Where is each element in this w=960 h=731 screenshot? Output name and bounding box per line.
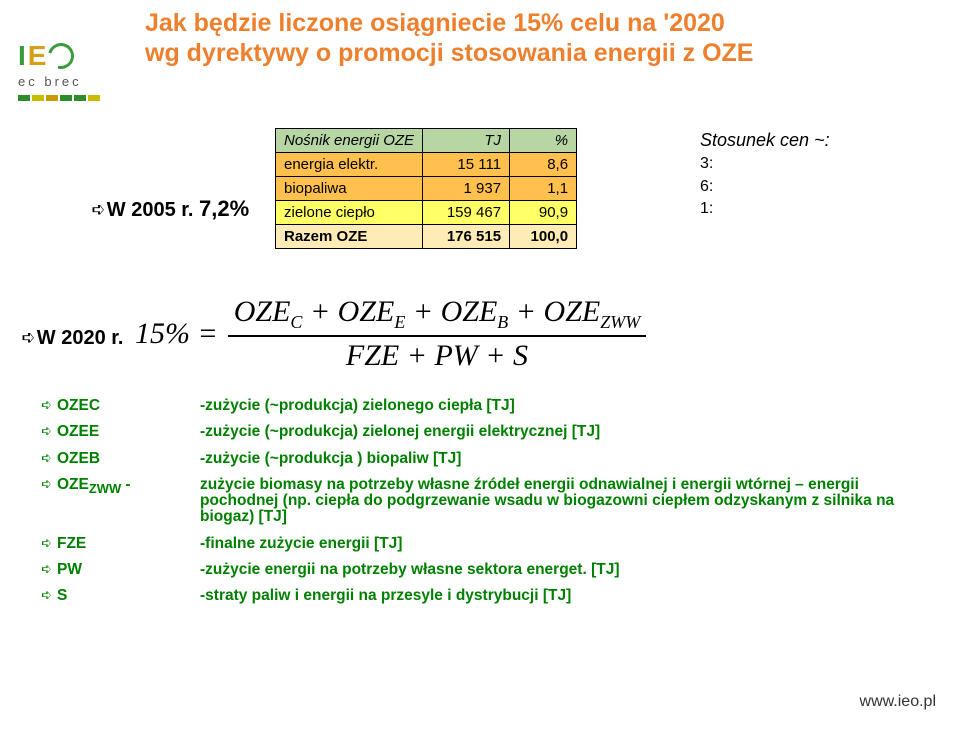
footer-url: www.ieo.pl — [860, 693, 936, 711]
formula-denominator: FZE + PW + S — [228, 337, 646, 373]
definition-value: -zużycie (~produkcja ) biopaliw [TJ] — [200, 451, 461, 467]
table-cell-label: Razem OZE — [276, 225, 423, 249]
definition-value: -zużycie energii na potrzeby własne sekt… — [200, 562, 619, 578]
definition-label: OZEZWW - — [40, 477, 200, 496]
logo-subtext: ec brec — [18, 74, 138, 89]
table-cell-v1: 1 937 — [423, 177, 510, 201]
table-cell-label: zielone ciepło — [276, 201, 423, 225]
logo-color-bar — [18, 95, 138, 101]
ratio-3: 1: — [700, 198, 830, 220]
definition-row: OZEC -zużycie (~produkcja) zielonego cie… — [40, 398, 900, 414]
table-cell-label: energia elektr. — [276, 153, 423, 177]
title-line-2: wg dyrektywy o promocji stosowania energ… — [145, 38, 945, 68]
definition-row: OZEE -zużycie (~produkcja) zielonej ener… — [40, 424, 900, 440]
ratio-block: Stosunek cen ~: 3: 6: 1: — [700, 128, 830, 220]
logo-letter-e: E — [28, 40, 47, 72]
definition-label: FZE — [40, 536, 200, 552]
table-row: energia elektr. 15 111 8,6 — [276, 153, 577, 177]
table-cell-v2: 8,6 — [510, 153, 577, 177]
logo-main: IE — [18, 40, 138, 72]
ratio-1: 3: — [700, 153, 830, 175]
definitions-list: OZEC -zużycie (~produkcja) zielonego cie… — [40, 398, 900, 614]
logo-letter-i: I — [18, 40, 26, 72]
title-block: Jak będzie liczone osiągniecie 15% celu … — [145, 8, 945, 68]
formula-fraction: OZEC + OZEE + OZEB + OZEZWW FZE + PW + S — [228, 295, 646, 373]
ratio-2: 6: — [700, 176, 830, 198]
year-2020-label: W 2020 r. — [37, 327, 124, 349]
logo-sub-label: ec brec — [18, 74, 82, 89]
table-cell-v1: 176 515 — [423, 225, 510, 249]
table-row: zielone ciepło 159 467 90,9 — [276, 201, 577, 225]
formula-lhs: 15% = — [135, 317, 218, 351]
definition-label: OZEC — [40, 398, 200, 414]
definition-value: -straty paliw i energii na przesyle i dy… — [200, 588, 571, 604]
arrow-icon — [20, 327, 37, 349]
definition-row: PW -zużycie energii na potrzeby własne s… — [40, 562, 900, 578]
table-row: biopaliwa 1 937 1,1 — [276, 177, 577, 201]
definition-label: S — [40, 588, 200, 604]
table-row: Razem OZE 176 515 100,0 — [276, 225, 577, 249]
formula: 15% = OZEC + OZEE + OZEB + OZEZWW FZE + … — [135, 295, 646, 373]
logo: IE ec brec — [18, 40, 138, 101]
formula-numerator: OZEC + OZEE + OZEB + OZEZWW — [228, 295, 646, 337]
table-cell-v2: 90,9 — [510, 201, 577, 225]
table-header-3: % — [510, 129, 577, 153]
table-cell-v1: 15 111 — [423, 153, 510, 177]
definition-row: OZEB -zużycie (~produkcja ) biopaliw [TJ… — [40, 451, 900, 467]
table-header-1: Nośnik energii OZE — [276, 129, 423, 153]
title-line-1: Jak będzie liczone osiągniecie 15% celu … — [145, 8, 945, 38]
definition-label: OZEE — [40, 424, 200, 440]
definition-value: -zużycie (~produkcja) zielonej energii e… — [200, 424, 600, 440]
table-header-row: Nośnik energii OZE TJ % — [276, 129, 577, 153]
year-2020-block: W 2020 r. — [20, 325, 123, 350]
table-cell-v1: 159 467 — [423, 201, 510, 225]
table-cell-v2: 1,1 — [510, 177, 577, 201]
logo-swirl-icon — [44, 38, 80, 74]
year-2005-block: W 2005 r. 7,2% — [90, 196, 249, 222]
year-2005-pct: 7,2% — [199, 196, 249, 221]
definition-value: zużycie biomasy na potrzeby własne źróde… — [200, 477, 900, 526]
definition-row: S -straty paliw i energii na przesyle i … — [40, 588, 900, 604]
definition-value: -finalne zużycie energii [TJ] — [200, 536, 402, 552]
definition-row: OZEZWW - zużycie biomasy na potrzeby wła… — [40, 477, 900, 526]
table-cell-label: biopaliwa — [276, 177, 423, 201]
definition-value: -zużycie (~produkcja) zielonego ciepła [… — [200, 398, 515, 414]
definition-label: PW — [40, 562, 200, 578]
arrow-icon — [90, 199, 107, 221]
table-cell-v2: 100,0 — [510, 225, 577, 249]
ratio-title: Stosunek cen ~: — [700, 128, 830, 153]
oze-table: Nośnik energii OZE TJ % energia elektr. … — [275, 128, 577, 249]
table-header-2: TJ — [423, 129, 510, 153]
year-2005-label: W 2005 r. — [107, 199, 194, 221]
definition-row: FZE -finalne zużycie energii [TJ] — [40, 536, 900, 552]
definition-label: OZEB — [40, 451, 200, 467]
